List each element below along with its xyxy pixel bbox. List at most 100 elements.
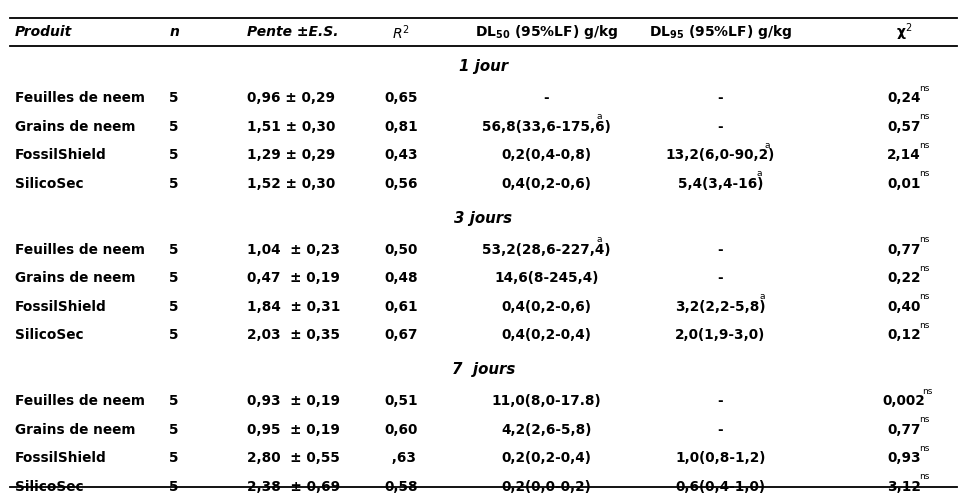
Text: FossilShield: FossilShield bbox=[15, 300, 106, 314]
Text: ns: ns bbox=[920, 141, 930, 150]
Text: 0,56: 0,56 bbox=[385, 177, 418, 191]
Text: 0,48: 0,48 bbox=[385, 272, 418, 285]
Text: 2,0(1,9-3,0): 2,0(1,9-3,0) bbox=[675, 328, 766, 342]
Text: ns: ns bbox=[920, 112, 930, 122]
Text: 1,51 ± 0,30: 1,51 ± 0,30 bbox=[247, 120, 335, 134]
Text: 0,51: 0,51 bbox=[385, 394, 418, 408]
Text: $\mathit{R}^2$: $\mathit{R}^2$ bbox=[393, 23, 410, 42]
Text: a: a bbox=[765, 141, 771, 150]
Text: ns: ns bbox=[920, 170, 930, 178]
Text: ns: ns bbox=[923, 387, 933, 396]
Text: 0,002: 0,002 bbox=[883, 394, 925, 408]
Text: 3,2(2,2-5,8): 3,2(2,2-5,8) bbox=[675, 300, 766, 314]
Text: -: - bbox=[718, 272, 723, 285]
Text: ns: ns bbox=[920, 321, 930, 330]
Text: 0,2(0,4-0,8): 0,2(0,4-0,8) bbox=[501, 148, 592, 162]
Text: 3 jours: 3 jours bbox=[454, 210, 513, 226]
Text: 0,67: 0,67 bbox=[385, 328, 418, 342]
Text: 0,93: 0,93 bbox=[888, 452, 921, 466]
Text: 0,6(0,4-1,0): 0,6(0,4-1,0) bbox=[675, 480, 766, 494]
Text: -: - bbox=[718, 423, 723, 437]
Text: a: a bbox=[597, 236, 602, 244]
Text: 0,77: 0,77 bbox=[888, 423, 921, 437]
Text: 11,0(8,0-17.8): 11,0(8,0-17.8) bbox=[491, 394, 601, 408]
Text: SilicoSec: SilicoSec bbox=[15, 177, 83, 191]
Text: 0,12: 0,12 bbox=[888, 328, 921, 342]
Text: 5: 5 bbox=[169, 92, 179, 106]
Text: SilicoSec: SilicoSec bbox=[15, 480, 83, 494]
Text: 0,43: 0,43 bbox=[385, 148, 418, 162]
Text: 14,6(8-245,4): 14,6(8-245,4) bbox=[494, 272, 599, 285]
Text: 0,2(0,2-0,4): 0,2(0,2-0,4) bbox=[502, 452, 591, 466]
Text: 5: 5 bbox=[169, 480, 179, 494]
Text: 0,01: 0,01 bbox=[888, 177, 921, 191]
Text: -: - bbox=[718, 92, 723, 106]
Text: 0,47  ± 0,19: 0,47 ± 0,19 bbox=[247, 272, 339, 285]
Text: 0,81: 0,81 bbox=[385, 120, 418, 134]
Text: Grains de neem: Grains de neem bbox=[15, 272, 135, 285]
Text: a: a bbox=[756, 170, 762, 178]
Text: Feuilles de neem: Feuilles de neem bbox=[15, 92, 144, 106]
Text: 5,4(3,4-16): 5,4(3,4-16) bbox=[678, 177, 763, 191]
Text: a: a bbox=[597, 112, 602, 122]
Text: 0,40: 0,40 bbox=[888, 300, 921, 314]
Text: 56,8(33,6-175,6): 56,8(33,6-175,6) bbox=[482, 120, 611, 134]
Text: 1,04  ± 0,23: 1,04 ± 0,23 bbox=[247, 243, 339, 257]
Text: Pente ±E.S.: Pente ±E.S. bbox=[247, 26, 338, 40]
Text: 5: 5 bbox=[169, 243, 179, 257]
Text: ns: ns bbox=[920, 472, 930, 482]
Text: 1,52 ± 0,30: 1,52 ± 0,30 bbox=[247, 177, 335, 191]
Text: 5: 5 bbox=[169, 328, 179, 342]
Text: Grains de neem: Grains de neem bbox=[15, 423, 135, 437]
Text: 53,2(28,6-227,4): 53,2(28,6-227,4) bbox=[483, 243, 610, 257]
Text: -: - bbox=[718, 394, 723, 408]
Text: 5: 5 bbox=[169, 452, 179, 466]
Text: FossilShield: FossilShield bbox=[15, 452, 106, 466]
Text: 5: 5 bbox=[169, 148, 179, 162]
Text: 0,50: 0,50 bbox=[385, 243, 418, 257]
Text: 0,24: 0,24 bbox=[888, 92, 921, 106]
Text: 1 jour: 1 jour bbox=[459, 59, 508, 74]
Text: 0,77: 0,77 bbox=[888, 243, 921, 257]
Text: 0,96 ± 0,29: 0,96 ± 0,29 bbox=[247, 92, 335, 106]
Text: 2,14: 2,14 bbox=[888, 148, 921, 162]
Text: ns: ns bbox=[920, 84, 930, 93]
Text: 0,95  ± 0,19: 0,95 ± 0,19 bbox=[247, 423, 339, 437]
Text: 0,93  ± 0,19: 0,93 ± 0,19 bbox=[247, 394, 339, 408]
Text: $\mathbf{DL_{50}}$ (95%LF) g/kg: $\mathbf{DL_{50}}$ (95%LF) g/kg bbox=[475, 24, 618, 42]
Text: -: - bbox=[543, 92, 549, 106]
Text: ns: ns bbox=[920, 444, 930, 453]
Text: 0,2(0,0-0,2): 0,2(0,0-0,2) bbox=[502, 480, 591, 494]
Text: 4,2(2,6-5,8): 4,2(2,6-5,8) bbox=[501, 423, 592, 437]
Text: 0,57: 0,57 bbox=[888, 120, 921, 134]
Text: -: - bbox=[718, 120, 723, 134]
Text: 0,65: 0,65 bbox=[385, 92, 418, 106]
Text: 2,38  ± 0,69: 2,38 ± 0,69 bbox=[247, 480, 339, 494]
Text: Produit: Produit bbox=[15, 26, 72, 40]
Text: 0,4(0,2-0,6): 0,4(0,2-0,6) bbox=[502, 177, 591, 191]
Text: 5: 5 bbox=[169, 300, 179, 314]
Text: 1,29 ± 0,29: 1,29 ± 0,29 bbox=[247, 148, 335, 162]
Text: $\mathbf{\chi}^2$: $\mathbf{\chi}^2$ bbox=[896, 22, 912, 43]
Text: 2,80  ± 0,55: 2,80 ± 0,55 bbox=[247, 452, 339, 466]
Text: 0,60: 0,60 bbox=[385, 423, 418, 437]
Text: 0,22: 0,22 bbox=[888, 272, 921, 285]
Text: ns: ns bbox=[920, 264, 930, 273]
Text: 5: 5 bbox=[169, 272, 179, 285]
Text: ,63: ,63 bbox=[387, 452, 416, 466]
Text: ns: ns bbox=[920, 292, 930, 302]
Text: 5: 5 bbox=[169, 120, 179, 134]
Text: 5: 5 bbox=[169, 394, 179, 408]
Text: 0,4(0,2-0,4): 0,4(0,2-0,4) bbox=[502, 328, 591, 342]
Text: 5: 5 bbox=[169, 177, 179, 191]
Text: Grains de neem: Grains de neem bbox=[15, 120, 135, 134]
Text: FossilShield: FossilShield bbox=[15, 148, 106, 162]
Text: SilicoSec: SilicoSec bbox=[15, 328, 83, 342]
Text: 1,84  ± 0,31: 1,84 ± 0,31 bbox=[247, 300, 340, 314]
Text: 7  jours: 7 jours bbox=[452, 362, 515, 377]
Text: 13,2(6,0-90,2): 13,2(6,0-90,2) bbox=[666, 148, 775, 162]
Text: Feuilles de neem: Feuilles de neem bbox=[15, 394, 144, 408]
Text: n: n bbox=[169, 26, 179, 40]
Text: 2,03  ± 0,35: 2,03 ± 0,35 bbox=[247, 328, 339, 342]
Text: $\mathbf{DL_{95}}$ (95%LF) g/kg: $\mathbf{DL_{95}}$ (95%LF) g/kg bbox=[649, 24, 792, 42]
